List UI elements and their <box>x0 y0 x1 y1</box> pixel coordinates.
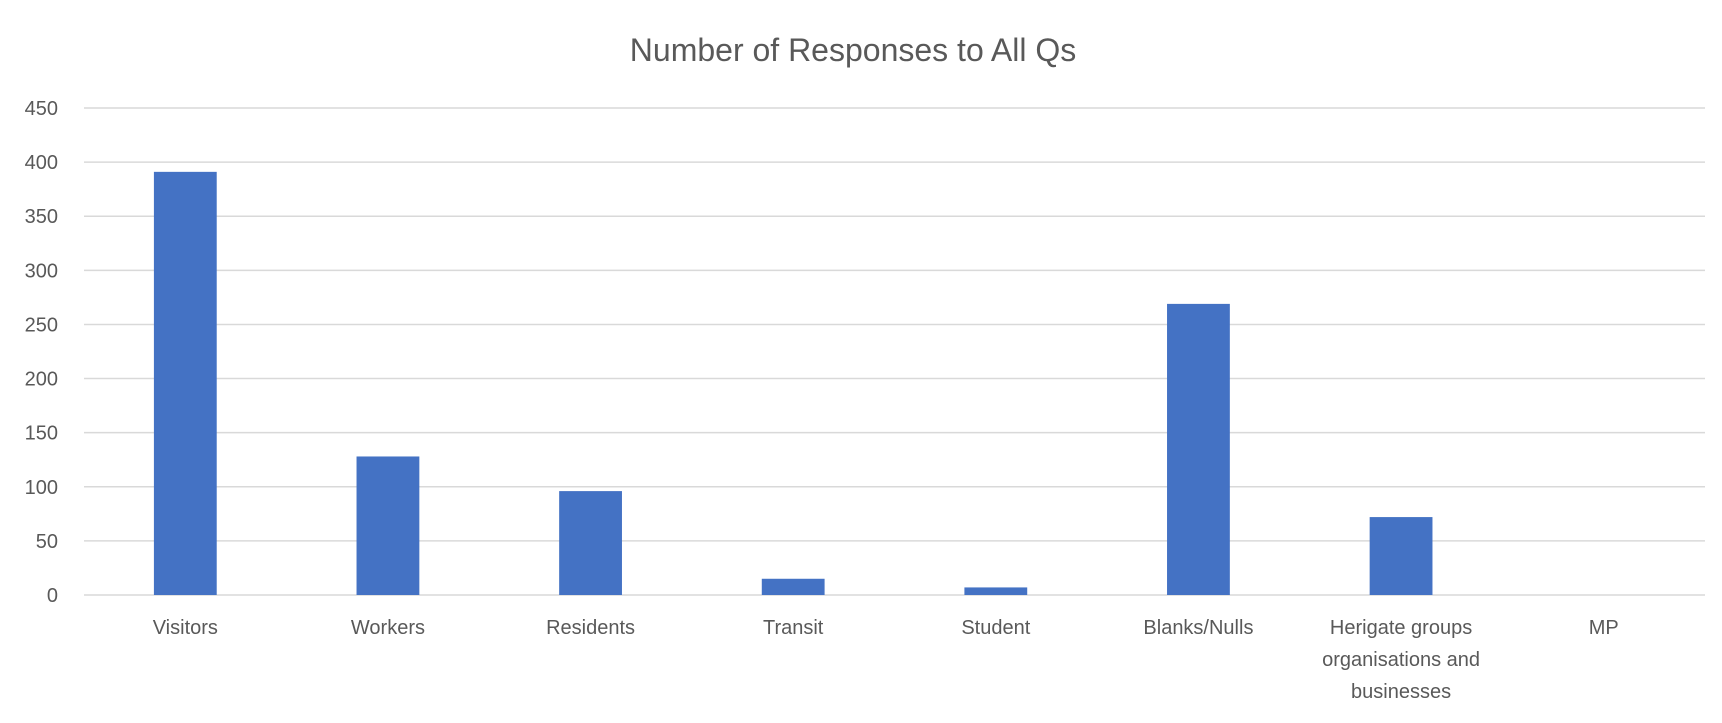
x-axis-tick-labels: Visitors Workers Residents Transit Student Bl… <box>153 617 1619 703</box>
y-tick-label: 0 <box>47 585 58 607</box>
y-axis-tick-labels: 0 50 100 150 200 250 300 350 400 450 <box>25 98 58 607</box>
bar <box>356 456 420 595</box>
x-tick-label: Residents <box>546 617 635 639</box>
x-tick-label: MP <box>1589 617 1619 639</box>
bars <box>153 171 1433 595</box>
bar <box>964 587 1028 595</box>
bar <box>1167 303 1230 595</box>
y-tick-label: 200 <box>25 369 58 391</box>
bar <box>761 578 825 595</box>
bar <box>1369 517 1433 595</box>
y-tick-label: 100 <box>25 477 58 499</box>
chart-title: Number of Responses to All Qs <box>630 32 1076 68</box>
y-tick-label: 350 <box>25 206 58 228</box>
gridlines <box>84 107 1705 596</box>
x-tick-label: Student <box>961 617 1030 639</box>
y-tick-label: 50 <box>36 531 58 553</box>
x-tick-label: Transit <box>763 617 824 639</box>
bar <box>153 171 217 595</box>
y-tick-label: 150 <box>25 423 58 445</box>
y-tick-label: 400 <box>25 152 58 174</box>
y-tick-label: 300 <box>25 260 58 282</box>
x-tick-label: Blanks/Nulls <box>1143 617 1253 639</box>
x-tick-label: Visitors <box>153 617 218 639</box>
bar <box>559 491 622 595</box>
x-tick-label: Herigate groups organisations and business… <box>1322 617 1480 703</box>
y-tick-label: 450 <box>25 98 58 120</box>
y-tick-label: 250 <box>25 314 58 336</box>
x-tick-label: Workers <box>351 617 425 639</box>
